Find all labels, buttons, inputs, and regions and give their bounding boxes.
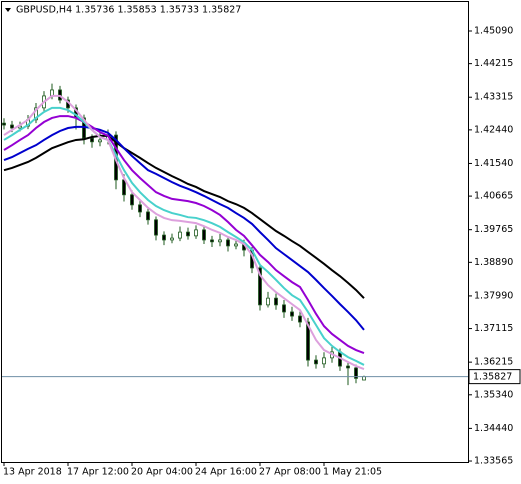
y-tick-label: 1.35340 [474, 389, 513, 400]
x-tick-label: 20 Apr 04:00 [131, 467, 193, 478]
candle-body [298, 315, 302, 323]
y-tick-label: 1.37115 [474, 323, 513, 334]
candle-body [146, 211, 150, 221]
x-tick-label: 13 Apr 2018 [3, 467, 62, 478]
candle-body [34, 107, 38, 121]
moving-average [3, 134, 365, 299]
candle-body [218, 239, 222, 243]
candle-body [282, 304, 286, 313]
candle-body [258, 267, 262, 306]
candle-body [266, 297, 270, 306]
candle-body [362, 376, 366, 381]
y-tick-label: 1.44215 [474, 58, 513, 69]
candle-body [322, 357, 326, 365]
moving-average [3, 125, 365, 331]
candle-body [306, 321, 310, 361]
y-tick-label: 1.39765 [474, 224, 513, 235]
y-tick-label: 1.45090 [474, 25, 513, 36]
candle-body [154, 219, 158, 236]
y-tick-label: 1.42440 [474, 124, 513, 135]
x-tick-label: 17 Apr 12:00 [67, 467, 129, 478]
candle-body [202, 229, 206, 241]
candle-body [186, 231, 190, 237]
candle-body [162, 234, 166, 241]
x-tick-label: 27 Apr 08:00 [259, 467, 321, 478]
candle-body [10, 124, 14, 129]
candle-body [122, 179, 126, 196]
y-tick-label: 1.40665 [474, 191, 513, 202]
y-tick-label: 1.36215 [474, 357, 513, 368]
candle-body [314, 359, 318, 365]
x-tick-label: 1 May 21:05 [323, 467, 382, 478]
candle-body [170, 237, 174, 241]
y-tick-label: 1.41540 [474, 158, 513, 169]
y-tick-label: 1.43315 [474, 92, 513, 103]
moving-average [3, 115, 365, 354]
y-tick-label: 1.34440 [474, 423, 513, 434]
moving-average [3, 94, 365, 370]
candle-body [178, 231, 182, 239]
price-label: 1.35827 [473, 372, 512, 383]
candle-body [194, 229, 198, 237]
candle-body [274, 297, 278, 306]
x-tick-label: 24 Apr 16:00 [195, 467, 257, 478]
candle-body [354, 367, 358, 379]
candle-body [226, 239, 230, 247]
symbol-icon [5, 8, 11, 12]
moving-average [3, 106, 365, 366]
candle-body [210, 239, 214, 243]
candle-body [2, 122, 6, 126]
chart-title: GBPUSD,H4 1.35736 1.35853 1.35733 1.3582… [16, 5, 241, 16]
candle-body [130, 194, 134, 206]
candle-body [90, 137, 94, 143]
candle-body [234, 243, 238, 247]
price-label-box [468, 369, 521, 385]
y-tick-label: 1.37990 [474, 290, 513, 301]
candle-body [138, 204, 142, 213]
y-tick-label: 1.33565 [474, 456, 513, 467]
candle-body [346, 365, 350, 369]
candle-body [98, 139, 102, 143]
y-tick-label: 1.38890 [474, 257, 513, 268]
candle-body [290, 311, 294, 317]
plot-frame [1, 1, 469, 463]
